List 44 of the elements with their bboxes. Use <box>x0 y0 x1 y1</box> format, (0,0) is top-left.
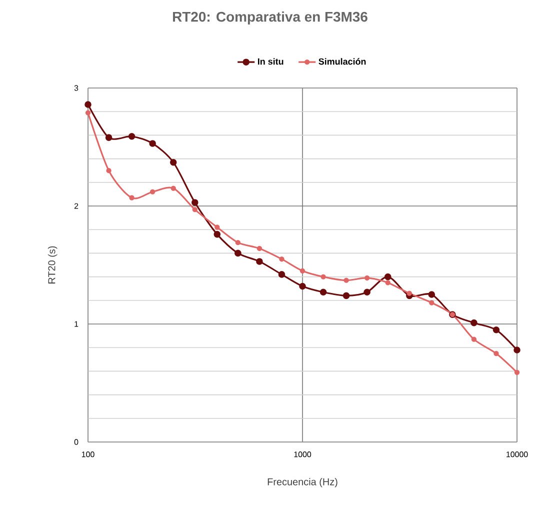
point <box>471 336 477 342</box>
point <box>429 300 434 306</box>
point <box>320 274 326 280</box>
point <box>470 319 478 326</box>
point <box>384 273 392 280</box>
point <box>320 288 327 296</box>
point <box>85 110 91 116</box>
point <box>494 350 499 356</box>
point <box>364 275 370 281</box>
point <box>364 288 370 296</box>
point <box>279 256 284 262</box>
point <box>492 326 500 334</box>
point <box>235 240 241 246</box>
point <box>406 290 412 296</box>
point <box>385 280 390 286</box>
legend-label: Simulación <box>318 58 366 65</box>
point <box>278 271 286 278</box>
point <box>170 186 176 191</box>
point <box>214 224 220 230</box>
point <box>170 158 177 166</box>
chart-title: RT20: Comparativa en F3M36 <box>173 11 368 24</box>
x-axis-title: Frecuencia (Hz) <box>268 478 338 488</box>
point <box>149 140 156 147</box>
point <box>191 199 198 206</box>
point <box>192 206 198 212</box>
legend-label: In situ <box>258 58 284 65</box>
point <box>128 132 136 140</box>
y-axis-title: RT20 (s) <box>48 246 58 284</box>
point <box>514 346 520 354</box>
point <box>344 278 349 283</box>
point <box>342 292 350 300</box>
point <box>150 189 156 194</box>
point <box>256 258 263 265</box>
point <box>129 195 134 200</box>
point <box>105 134 112 141</box>
point <box>514 370 520 375</box>
point <box>300 268 306 274</box>
point <box>234 250 242 257</box>
point <box>84 101 92 108</box>
point <box>428 291 436 298</box>
point <box>214 230 221 238</box>
point <box>299 282 306 290</box>
point <box>256 246 262 252</box>
point <box>106 168 112 174</box>
